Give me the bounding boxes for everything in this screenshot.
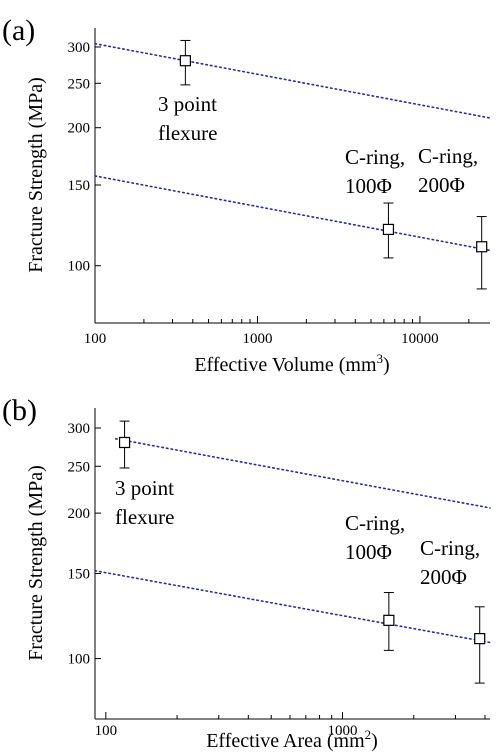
x-tick-label: 1000: [327, 723, 357, 739]
point-marker: [383, 614, 395, 626]
point-annotation: C-ring,: [345, 511, 405, 535]
y-tick-label: 150: [68, 178, 91, 194]
point-annotation: C-ring,: [345, 145, 405, 169]
y-tick-label: 250: [68, 459, 91, 475]
x-axis-title: Effective Area (mm2): [206, 727, 378, 752]
point-annotation: 100Φ: [345, 174, 392, 198]
panel-label: (b): [2, 394, 37, 427]
point-annotation: 3 point: [115, 476, 174, 500]
fit-line: [94, 42, 491, 119]
x-tick-label: 10000: [401, 331, 439, 347]
x-tick-label: 100: [95, 723, 118, 739]
x-axis-title-exponent: 2: [365, 727, 372, 742]
y-tick-label: 250: [68, 76, 91, 92]
x-axis-title-text: Effective Area (mm: [206, 730, 365, 752]
data-point: [383, 592, 395, 651]
panel-a: (a) 100 150 200 250 300 100 1000 10000 3 point fle…: [2, 14, 491, 376]
point-annotation: 100Φ: [345, 540, 392, 564]
y-axis-title: Fracture Strength (MPa): [25, 465, 47, 661]
panel-label: (a): [2, 14, 35, 47]
data-point: [118, 420, 131, 469]
x-tick-label: 1000: [242, 331, 272, 347]
point-marker: [179, 55, 191, 67]
data-point: [474, 606, 486, 684]
panel-b: (b) 100 150 200 250 300 100 1000 3 point flexure C…: [2, 394, 491, 752]
data-point: [476, 216, 488, 290]
point-annotation: C-ring,: [418, 144, 478, 168]
point-marker: [474, 633, 486, 645]
y-tick-label: 100: [68, 259, 91, 275]
data-point: [179, 39, 191, 86]
fit-line: [94, 175, 491, 252]
point-annotation: C-ring,: [420, 536, 480, 560]
point-annotation: flexure: [158, 121, 217, 145]
point-annotation: 3 point: [158, 92, 217, 116]
point-marker: [476, 241, 488, 253]
y-axis-title: Fracture Strength (MPa): [25, 77, 47, 273]
x-tick-label: 100: [84, 331, 107, 347]
y-tick-label: 200: [68, 121, 91, 137]
x-axis-title-text: Effective Volume (mm: [194, 354, 377, 376]
y-tick-label: 200: [68, 506, 91, 522]
x-axis-title-exponent: 3: [377, 351, 384, 366]
y-tick-label: 300: [68, 421, 91, 437]
y-tick-label: 150: [68, 567, 91, 583]
y-tick-label: 300: [68, 40, 91, 56]
data-point: [382, 202, 395, 259]
point-annotation: 200Φ: [418, 173, 465, 197]
x-axis-title-close: ): [371, 730, 378, 752]
x-axis-title: Effective Volume (mm3): [194, 351, 389, 376]
point-marker: [118, 436, 131, 449]
fit-line: [94, 569, 491, 644]
point-annotation: 200Φ: [420, 565, 467, 589]
point-annotation: flexure: [115, 505, 174, 529]
x-axis-title-close: ): [383, 354, 390, 376]
y-tick-label: 100: [68, 652, 91, 668]
point-marker: [382, 223, 395, 236]
